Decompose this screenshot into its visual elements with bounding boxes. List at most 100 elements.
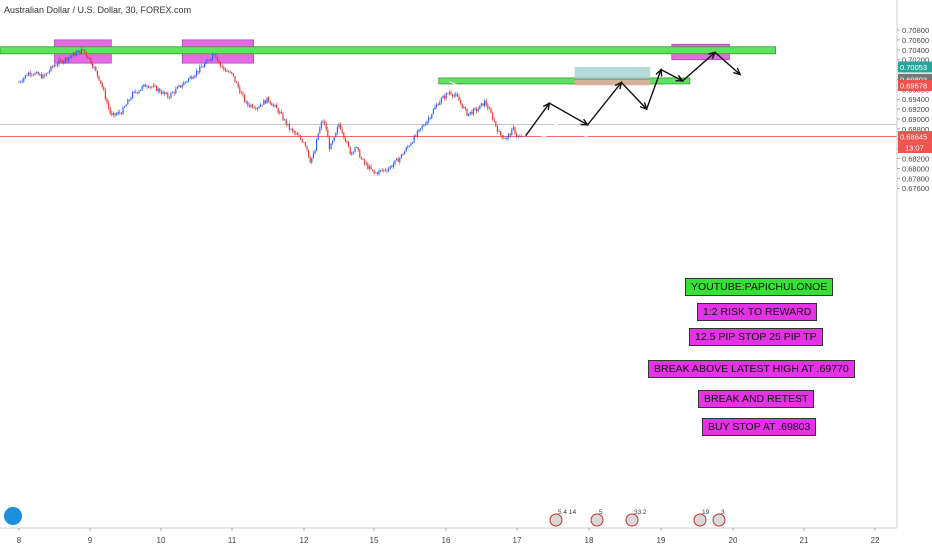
candle-body: [341, 129, 343, 133]
candle-body: [511, 128, 513, 136]
candle-body: [298, 135, 300, 137]
candle-body: [434, 107, 436, 110]
candle-body: [394, 160, 396, 165]
candle-body: [125, 104, 127, 107]
candle-body: [274, 105, 276, 106]
candle-body: [365, 163, 367, 165]
note-buy-stop: BUY STOP AT .69803: [702, 418, 817, 436]
candle-body: [130, 98, 132, 101]
candle-body: [253, 107, 255, 109]
candle-body: [444, 95, 446, 99]
lines-layer: [0, 124, 897, 137]
candle-body: [399, 157, 401, 162]
candle-body: [108, 102, 110, 108]
note-youtube: YOUTUBE:PAPICHULONOE: [685, 278, 834, 296]
candle-body: [372, 169, 374, 171]
candle-body: [28, 72, 30, 76]
candle-body: [231, 71, 233, 74]
candle-body: [474, 108, 476, 110]
candle-body: [234, 76, 236, 82]
candle-body: [69, 56, 71, 58]
candle-body: [157, 88, 159, 91]
candle-body: [140, 89, 142, 92]
event-badge-label: 5 4 14: [558, 509, 576, 516]
candle-body: [98, 75, 100, 81]
candle-body: [280, 111, 282, 114]
candle-body: [453, 95, 455, 97]
candle-body: [39, 74, 41, 76]
candle-body: [416, 131, 418, 136]
candle-body: [287, 123, 289, 125]
candle-body: [79, 50, 81, 54]
candle-body: [68, 57, 70, 61]
candle-body: [101, 82, 103, 88]
candles-layer: [18, 46, 522, 177]
candle-body: [90, 58, 92, 64]
candle-body: [143, 84, 145, 87]
candle-body: [250, 104, 252, 107]
candle-body: [439, 101, 441, 105]
event-badge-label: 33 2: [634, 509, 647, 516]
candle-body: [327, 129, 329, 138]
candle-body: [357, 147, 359, 150]
candle-body: [45, 73, 47, 76]
candle-body: [216, 57, 218, 61]
candle-body: [479, 105, 481, 110]
candle-body: [360, 157, 362, 159]
candle-body: [452, 94, 454, 97]
candle-body: [44, 74, 46, 76]
candle-body: [397, 158, 399, 162]
price-tag-bg: [898, 61, 932, 73]
time-tick-label: 21: [800, 536, 809, 545]
price-tag-label: 0.68645: [900, 133, 927, 142]
candle-body: [183, 82, 185, 86]
candle-body: [168, 97, 170, 99]
candle-body: [40, 74, 42, 79]
candle-body: [415, 135, 417, 137]
candle-body: [282, 113, 284, 120]
candle-body: [239, 87, 241, 93]
candle-body: [242, 92, 244, 95]
candle-body: [506, 137, 508, 140]
candle-body: [349, 146, 351, 155]
candle-body: [229, 71, 231, 73]
projected-path-arrow: [639, 102, 648, 111]
price-tag-bg: [898, 73, 932, 85]
candle-body: [149, 86, 151, 88]
candle-body: [336, 127, 338, 133]
candle-body: [236, 81, 238, 83]
tradingview-logo-icon[interactable]: [4, 507, 22, 525]
time-tick-label: 15: [370, 536, 379, 545]
candle-body: [116, 113, 118, 116]
candle-body: [335, 132, 337, 138]
candle-body: [248, 104, 250, 107]
candle-body: [408, 145, 410, 147]
candle-body: [55, 65, 57, 67]
candle-body: [293, 130, 295, 133]
candle-body: [61, 60, 63, 63]
candle-body: [317, 133, 319, 140]
price-tick-label: 0.67800: [902, 174, 929, 183]
drawings-layer: [395, 51, 742, 179]
candle-body: [191, 76, 193, 79]
candle-body: [221, 65, 223, 67]
projected-path-arrow: [580, 118, 590, 126]
candle-body: [31, 74, 33, 76]
candle-body: [144, 84, 146, 87]
candle-body: [288, 123, 290, 130]
candle-body: [368, 166, 370, 169]
candle-body: [463, 107, 465, 108]
candle-body: [109, 107, 111, 114]
candle-body: [120, 112, 122, 115]
price-tick-label: 0.70200: [902, 56, 929, 65]
candle-body: [448, 92, 450, 94]
candle-body: [148, 86, 150, 88]
candle-body: [295, 132, 297, 134]
candle-body: [456, 94, 458, 97]
candle-body: [509, 134, 511, 136]
candle-body: [23, 77, 25, 82]
candle-body: [122, 107, 124, 115]
candle-body: [103, 87, 105, 91]
resistance-band-lower: [438, 77, 691, 85]
